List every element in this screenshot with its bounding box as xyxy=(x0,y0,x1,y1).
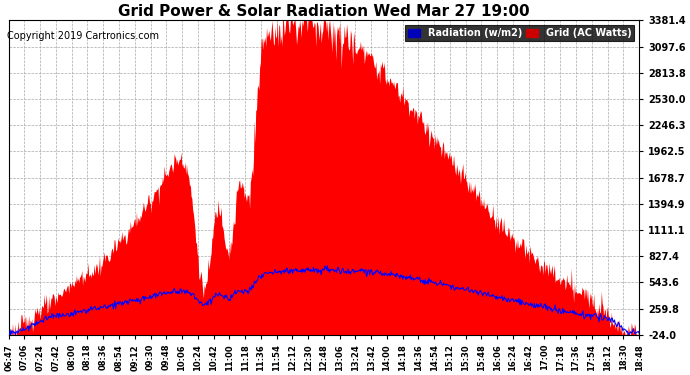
Text: Copyright 2019 Cartronics.com: Copyright 2019 Cartronics.com xyxy=(7,32,159,41)
Legend: Radiation (w/m2), Grid (AC Watts): Radiation (w/m2), Grid (AC Watts) xyxy=(406,25,634,41)
Title: Grid Power & Solar Radiation Wed Mar 27 19:00: Grid Power & Solar Radiation Wed Mar 27 … xyxy=(118,4,530,19)
